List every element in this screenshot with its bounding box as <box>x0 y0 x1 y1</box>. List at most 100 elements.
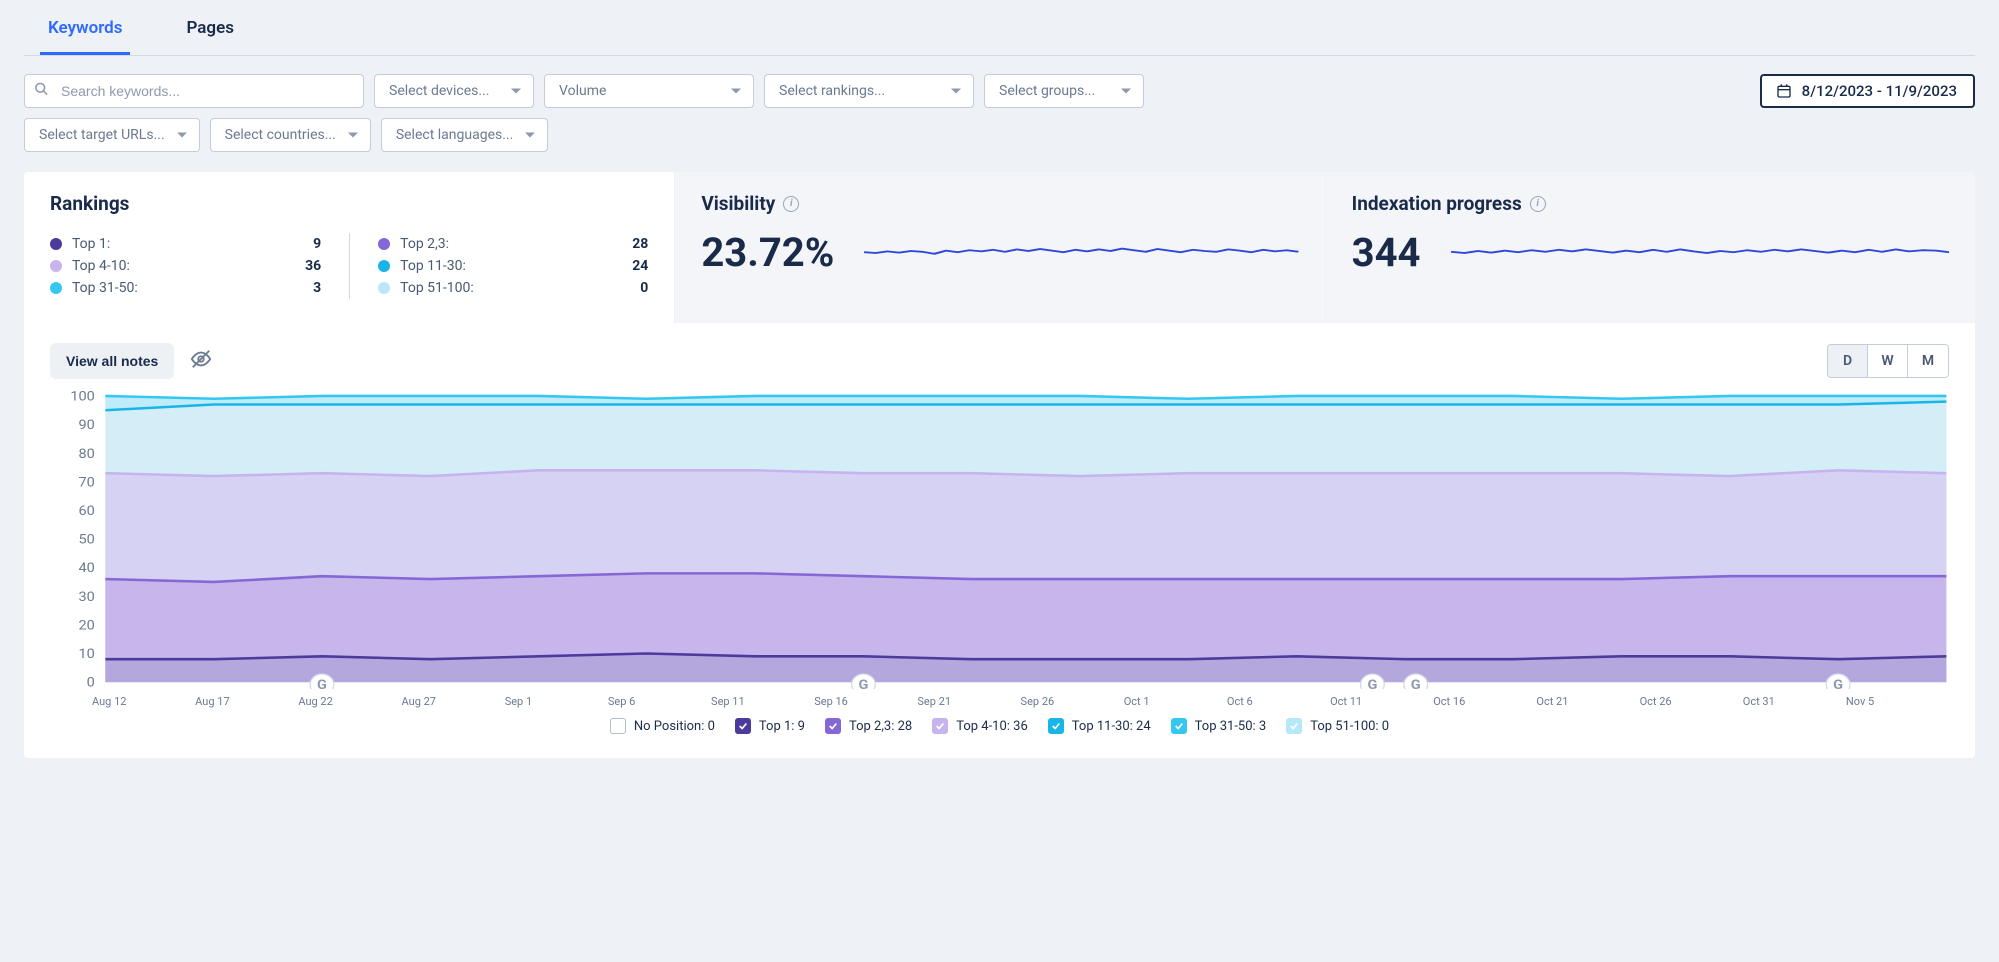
legend-item[interactable]: No Position: 0 <box>610 718 715 734</box>
info-icon[interactable]: i <box>1530 196 1546 212</box>
x-tick-label: Sep 6 <box>608 695 711 708</box>
legend-item[interactable]: Top 11-30: 24 <box>1048 718 1151 734</box>
ranking-row: Top 1:9 <box>50 233 321 255</box>
select-devices-label: Select devices... <box>389 83 489 99</box>
rank-label: Top 11-30: <box>400 258 466 274</box>
view-all-notes-button[interactable]: View all notes <box>50 343 174 379</box>
chart-x-axis: Aug 12Aug 17Aug 22Aug 27Sep 1Sep 6Sep 11… <box>50 689 1949 708</box>
chevron-down-icon <box>1121 89 1131 94</box>
select-target-urls[interactable]: Select target URLs... <box>24 118 200 152</box>
svg-text:40: 40 <box>79 561 95 576</box>
indexation-title: Indexation progress <box>1352 192 1522 215</box>
rank-dot <box>50 238 62 250</box>
select-rankings[interactable]: Select rankings... <box>764 74 974 108</box>
x-tick-label: Oct 26 <box>1640 695 1743 708</box>
legend-checkbox <box>825 718 841 734</box>
indexation-sparkline <box>1451 233 1949 273</box>
info-icon[interactable]: i <box>783 196 799 212</box>
rank-value: 36 <box>305 258 321 274</box>
rankings-chart: 0102030405060708090100GGGGGG <box>50 389 1949 689</box>
select-groups[interactable]: Select groups... <box>984 74 1144 108</box>
search-icon <box>34 82 49 101</box>
rank-dot <box>50 260 62 272</box>
legend-checkbox <box>610 718 626 734</box>
visibility-title: Visibility <box>701 192 775 215</box>
rank-dot <box>378 282 390 294</box>
visibility-value: 23.72% <box>701 233 834 273</box>
rankings-title: Rankings <box>50 192 648 215</box>
legend-item[interactable]: Top 1: 9 <box>735 718 805 734</box>
legend-checkbox <box>1171 718 1187 734</box>
chevron-down-icon <box>525 133 535 138</box>
select-volume[interactable]: Volume <box>544 74 754 108</box>
svg-text:20: 20 <box>79 618 95 633</box>
chevron-down-icon <box>951 89 961 94</box>
x-tick-label: Oct 6 <box>1227 695 1330 708</box>
x-tick-label: Aug 17 <box>195 695 298 708</box>
select-devices[interactable]: Select devices... <box>374 74 534 108</box>
indexation-card: Indexation progress i 344 <box>1325 172 1975 323</box>
granularity-m[interactable]: M <box>1908 345 1948 377</box>
x-tick-label: Sep 21 <box>917 695 1020 708</box>
rank-label: Top 2,3: <box>400 236 449 252</box>
search-input-wrapper <box>24 74 364 108</box>
svg-text:G: G <box>317 678 327 689</box>
chevron-down-icon <box>348 133 358 138</box>
ranking-row: Top 2,3: 28 <box>378 233 648 255</box>
select-target-urls-label: Select target URLs... <box>39 127 165 143</box>
granularity-toggle: DWM <box>1827 344 1949 378</box>
granularity-d[interactable]: D <box>1828 345 1868 377</box>
legend-label: Top 2,3: 28 <box>849 719 912 734</box>
legend-label: Top 11-30: 24 <box>1072 719 1151 734</box>
select-rankings-label: Select rankings... <box>779 83 885 99</box>
ranking-row: Top 51-100:0 <box>378 277 648 299</box>
x-tick-label: Aug 22 <box>298 695 401 708</box>
date-range-picker[interactable]: 8/12/2023 - 11/9/2023 <box>1760 74 1975 108</box>
rank-label: Top 51-100: <box>400 280 474 296</box>
legend-checkbox <box>1286 718 1302 734</box>
rank-label: Top 4-10: <box>72 258 130 274</box>
visibility-card: Visibility i 23.72% <box>674 172 1324 323</box>
x-tick-label: Sep 16 <box>814 695 917 708</box>
select-languages-label: Select languages... <box>396 127 513 143</box>
svg-text:0: 0 <box>87 676 95 689</box>
legend-item[interactable]: Top 4-10: 36 <box>932 718 1028 734</box>
chart-panel: View all notes DWM 010203040506070809010… <box>24 323 1975 758</box>
rank-value: 9 <box>313 236 321 252</box>
summary-cards: Rankings Top 1:9Top 4-10:36Top 31-50:3To… <box>24 172 1975 323</box>
filter-bar: Select devices... Volume Select rankings… <box>24 74 1975 152</box>
svg-text:G: G <box>1367 678 1377 689</box>
granularity-w[interactable]: W <box>1868 345 1908 377</box>
hide-notes-icon[interactable] <box>190 348 212 374</box>
rank-value: 28 <box>632 236 648 252</box>
x-tick-label: Oct 1 <box>1124 695 1227 708</box>
select-volume-label: Volume <box>559 83 606 99</box>
svg-text:G: G <box>1411 678 1421 689</box>
tab-pages[interactable]: Pages <box>178 0 242 55</box>
legend-label: Top 1: 9 <box>759 719 805 734</box>
x-tick-label: Oct 31 <box>1743 695 1846 708</box>
svg-text:50: 50 <box>79 532 95 547</box>
legend-label: No Position: 0 <box>634 719 715 734</box>
x-tick-label: Sep 11 <box>711 695 814 708</box>
x-tick-label: Sep 1 <box>505 695 608 708</box>
select-countries-label: Select countries... <box>225 127 336 143</box>
visibility-sparkline <box>864 233 1298 273</box>
rankings-card: Rankings Top 1:9Top 4-10:36Top 31-50:3To… <box>24 172 674 323</box>
date-range-text: 8/12/2023 - 11/9/2023 <box>1802 82 1957 100</box>
legend-label: Top 31-50: 3 <box>1195 719 1267 734</box>
svg-text:100: 100 <box>70 389 94 404</box>
x-tick-label: Oct 16 <box>1433 695 1536 708</box>
chart-legend: No Position: 0 Top 1: 9 Top 2,3: 28 Top 4-1… <box>50 708 1949 734</box>
search-input[interactable] <box>24 74 364 108</box>
svg-text:30: 30 <box>79 590 95 605</box>
svg-text:G: G <box>1833 678 1843 689</box>
select-languages[interactable]: Select languages... <box>381 118 548 152</box>
select-countries[interactable]: Select countries... <box>210 118 371 152</box>
legend-item[interactable]: Top 51-100: 0 <box>1286 718 1389 734</box>
legend-item[interactable]: Top 31-50: 3 <box>1171 718 1267 734</box>
svg-text:70: 70 <box>79 475 95 490</box>
tab-keywords[interactable]: Keywords <box>40 0 130 55</box>
legend-item[interactable]: Top 2,3: 28 <box>825 718 912 734</box>
indexation-value: 344 <box>1352 233 1421 273</box>
